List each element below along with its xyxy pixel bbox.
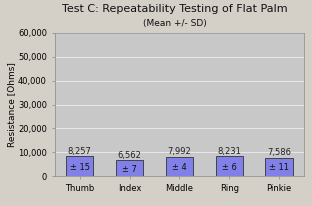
Text: (Mean +/- SD): (Mean +/- SD) <box>143 19 207 28</box>
Bar <box>116 160 143 176</box>
Text: ± 4: ± 4 <box>172 163 187 172</box>
Bar <box>66 156 93 176</box>
Text: ± 6: ± 6 <box>222 163 237 172</box>
Text: ± 7: ± 7 <box>122 165 137 174</box>
Bar <box>166 157 193 176</box>
Text: 8,231: 8,231 <box>217 147 241 156</box>
Text: 6,562: 6,562 <box>118 151 141 160</box>
Text: 8,257: 8,257 <box>68 147 92 156</box>
Text: ± 15: ± 15 <box>70 163 90 172</box>
Text: 7,586: 7,586 <box>267 148 291 157</box>
Bar <box>216 157 243 176</box>
Text: ± 11: ± 11 <box>269 164 289 172</box>
Text: Test C: Repeatability Testing of Flat Palm: Test C: Repeatability Testing of Flat Pa… <box>62 4 288 14</box>
Bar <box>266 158 293 176</box>
Text: 7,992: 7,992 <box>168 147 191 156</box>
Y-axis label: Resistance [Ohms]: Resistance [Ohms] <box>7 62 17 147</box>
